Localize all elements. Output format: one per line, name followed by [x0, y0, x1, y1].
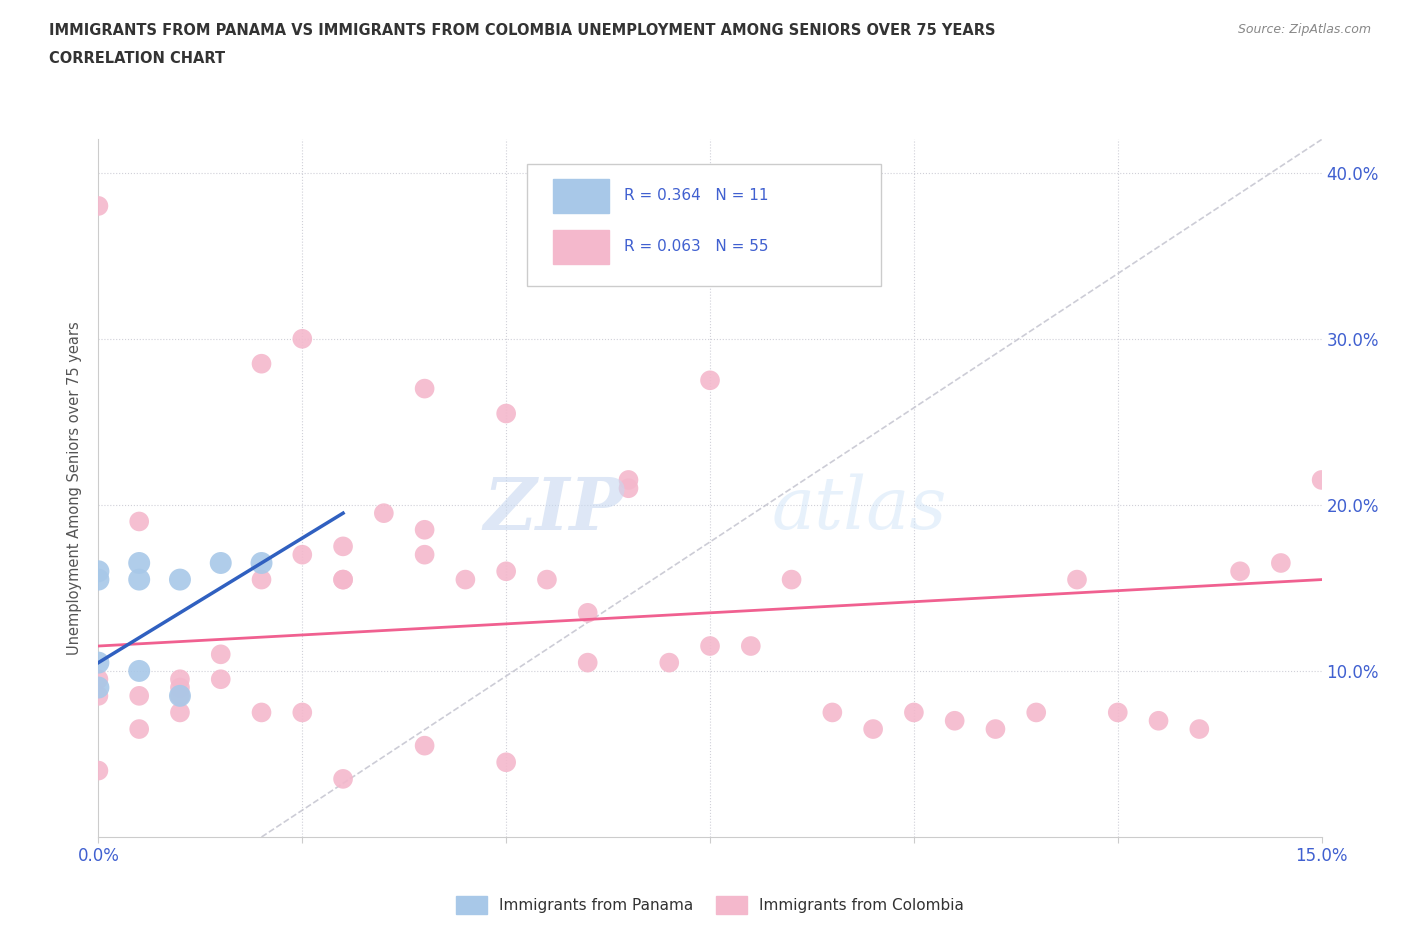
Point [291, 331, 314, 346]
Text: atlas: atlas [772, 474, 946, 544]
Point [495, 755, 517, 770]
Point [576, 656, 599, 671]
Point [373, 506, 395, 521]
Point [169, 688, 191, 703]
Point [576, 605, 599, 620]
Point [209, 671, 232, 686]
Point [87, 688, 110, 703]
Point [209, 555, 232, 570]
Text: R = 0.063   N = 55: R = 0.063 N = 55 [624, 239, 769, 254]
Text: IMMIGRANTS FROM PANAMA VS IMMIGRANTS FROM COLOMBIA UNEMPLOYMENT AMONG SENIORS OV: IMMIGRANTS FROM PANAMA VS IMMIGRANTS FRO… [49, 23, 995, 38]
Point [1025, 705, 1047, 720]
Point [903, 705, 925, 720]
Point [87, 656, 110, 671]
Point [169, 671, 191, 686]
Text: Source: ZipAtlas.com: Source: ZipAtlas.com [1237, 23, 1371, 36]
Point [87, 564, 110, 578]
Text: CORRELATION CHART: CORRELATION CHART [49, 51, 225, 66]
Point [495, 564, 517, 578]
Text: R = 0.364   N = 11: R = 0.364 N = 11 [624, 188, 769, 203]
Y-axis label: Unemployment Among Seniors over 75 years: Unemployment Among Seniors over 75 years [67, 322, 83, 655]
Point [250, 572, 273, 587]
Point [780, 572, 803, 587]
Point [209, 647, 232, 662]
Point [984, 722, 1007, 737]
Point [862, 722, 884, 737]
Point [250, 356, 273, 371]
Point [128, 722, 150, 737]
Point [699, 373, 721, 388]
Point [169, 572, 191, 587]
Point [699, 639, 721, 654]
Bar [554, 230, 609, 264]
Bar [554, 179, 609, 213]
Point [1107, 705, 1129, 720]
Point [413, 547, 436, 562]
Point [1270, 555, 1292, 570]
Legend: Immigrants from Panama, Immigrants from Colombia: Immigrants from Panama, Immigrants from … [450, 890, 970, 920]
Point [413, 523, 436, 538]
Point [1310, 472, 1333, 487]
Point [128, 555, 150, 570]
Point [617, 481, 640, 496]
FancyBboxPatch shape [526, 164, 882, 286]
Point [332, 572, 354, 587]
Point [413, 381, 436, 396]
Point [454, 572, 477, 587]
Point [291, 547, 314, 562]
Point [87, 572, 110, 587]
Point [87, 680, 110, 695]
Point [658, 656, 681, 671]
Point [87, 198, 110, 213]
Point [495, 406, 517, 421]
Point [332, 772, 354, 787]
Point [943, 713, 966, 728]
Text: ZIP: ZIP [484, 473, 624, 545]
Point [740, 639, 762, 654]
Point [617, 472, 640, 487]
Point [169, 688, 191, 703]
Point [1147, 713, 1170, 728]
Point [413, 738, 436, 753]
Point [87, 671, 110, 686]
Point [332, 539, 354, 554]
Point [128, 663, 150, 678]
Point [169, 705, 191, 720]
Point [821, 705, 844, 720]
Point [250, 705, 273, 720]
Point [291, 705, 314, 720]
Point [87, 764, 110, 778]
Point [128, 572, 150, 587]
Point [250, 555, 273, 570]
Point [128, 688, 150, 703]
Point [128, 514, 150, 529]
Point [169, 680, 191, 695]
Point [1066, 572, 1088, 587]
Point [536, 572, 558, 587]
Point [1229, 564, 1251, 578]
Point [1188, 722, 1211, 737]
Point [332, 572, 354, 587]
